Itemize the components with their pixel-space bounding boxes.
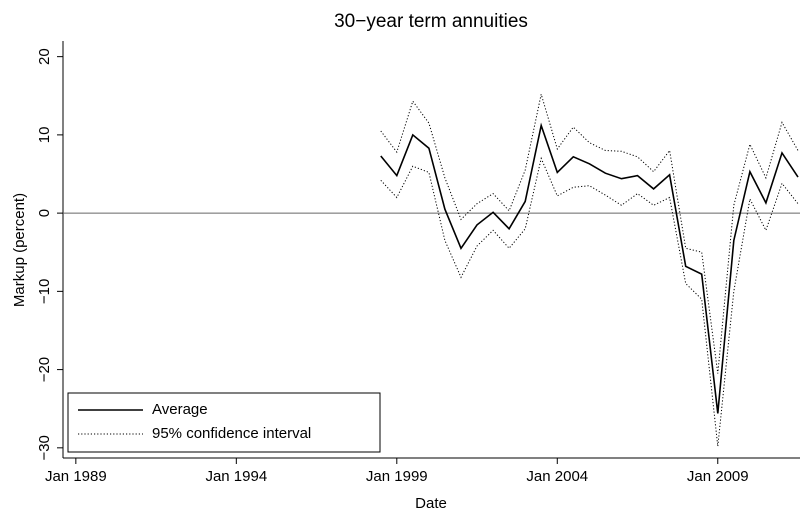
x-tick-label: Jan 1994 bbox=[205, 468, 267, 485]
x-tick-label: Jan 2009 bbox=[687, 468, 749, 485]
y-tick-label: 10 bbox=[36, 127, 53, 144]
legend-label: 95% confidence interval bbox=[152, 425, 311, 442]
y-axis-label: Markup (percent) bbox=[11, 193, 28, 307]
series-line bbox=[380, 122, 799, 414]
legend-box bbox=[67, 392, 381, 453]
x-tick-label: Jan 1989 bbox=[45, 468, 107, 485]
x-tick-label: Jan 2004 bbox=[526, 468, 588, 485]
y-tick-label: 20 bbox=[36, 48, 53, 65]
series-line bbox=[380, 94, 799, 374]
legend-label: Average bbox=[152, 401, 208, 418]
y-tick-label: −20 bbox=[36, 357, 53, 382]
y-tick-label: −30 bbox=[36, 435, 53, 460]
y-tick-label: −10 bbox=[36, 279, 53, 304]
y-tick-label: 0 bbox=[36, 209, 53, 217]
x-tick-label: Jan 1999 bbox=[366, 468, 428, 485]
chart-title: 30−year term annuities bbox=[334, 11, 528, 32]
x-axis-label: Date bbox=[415, 495, 447, 512]
